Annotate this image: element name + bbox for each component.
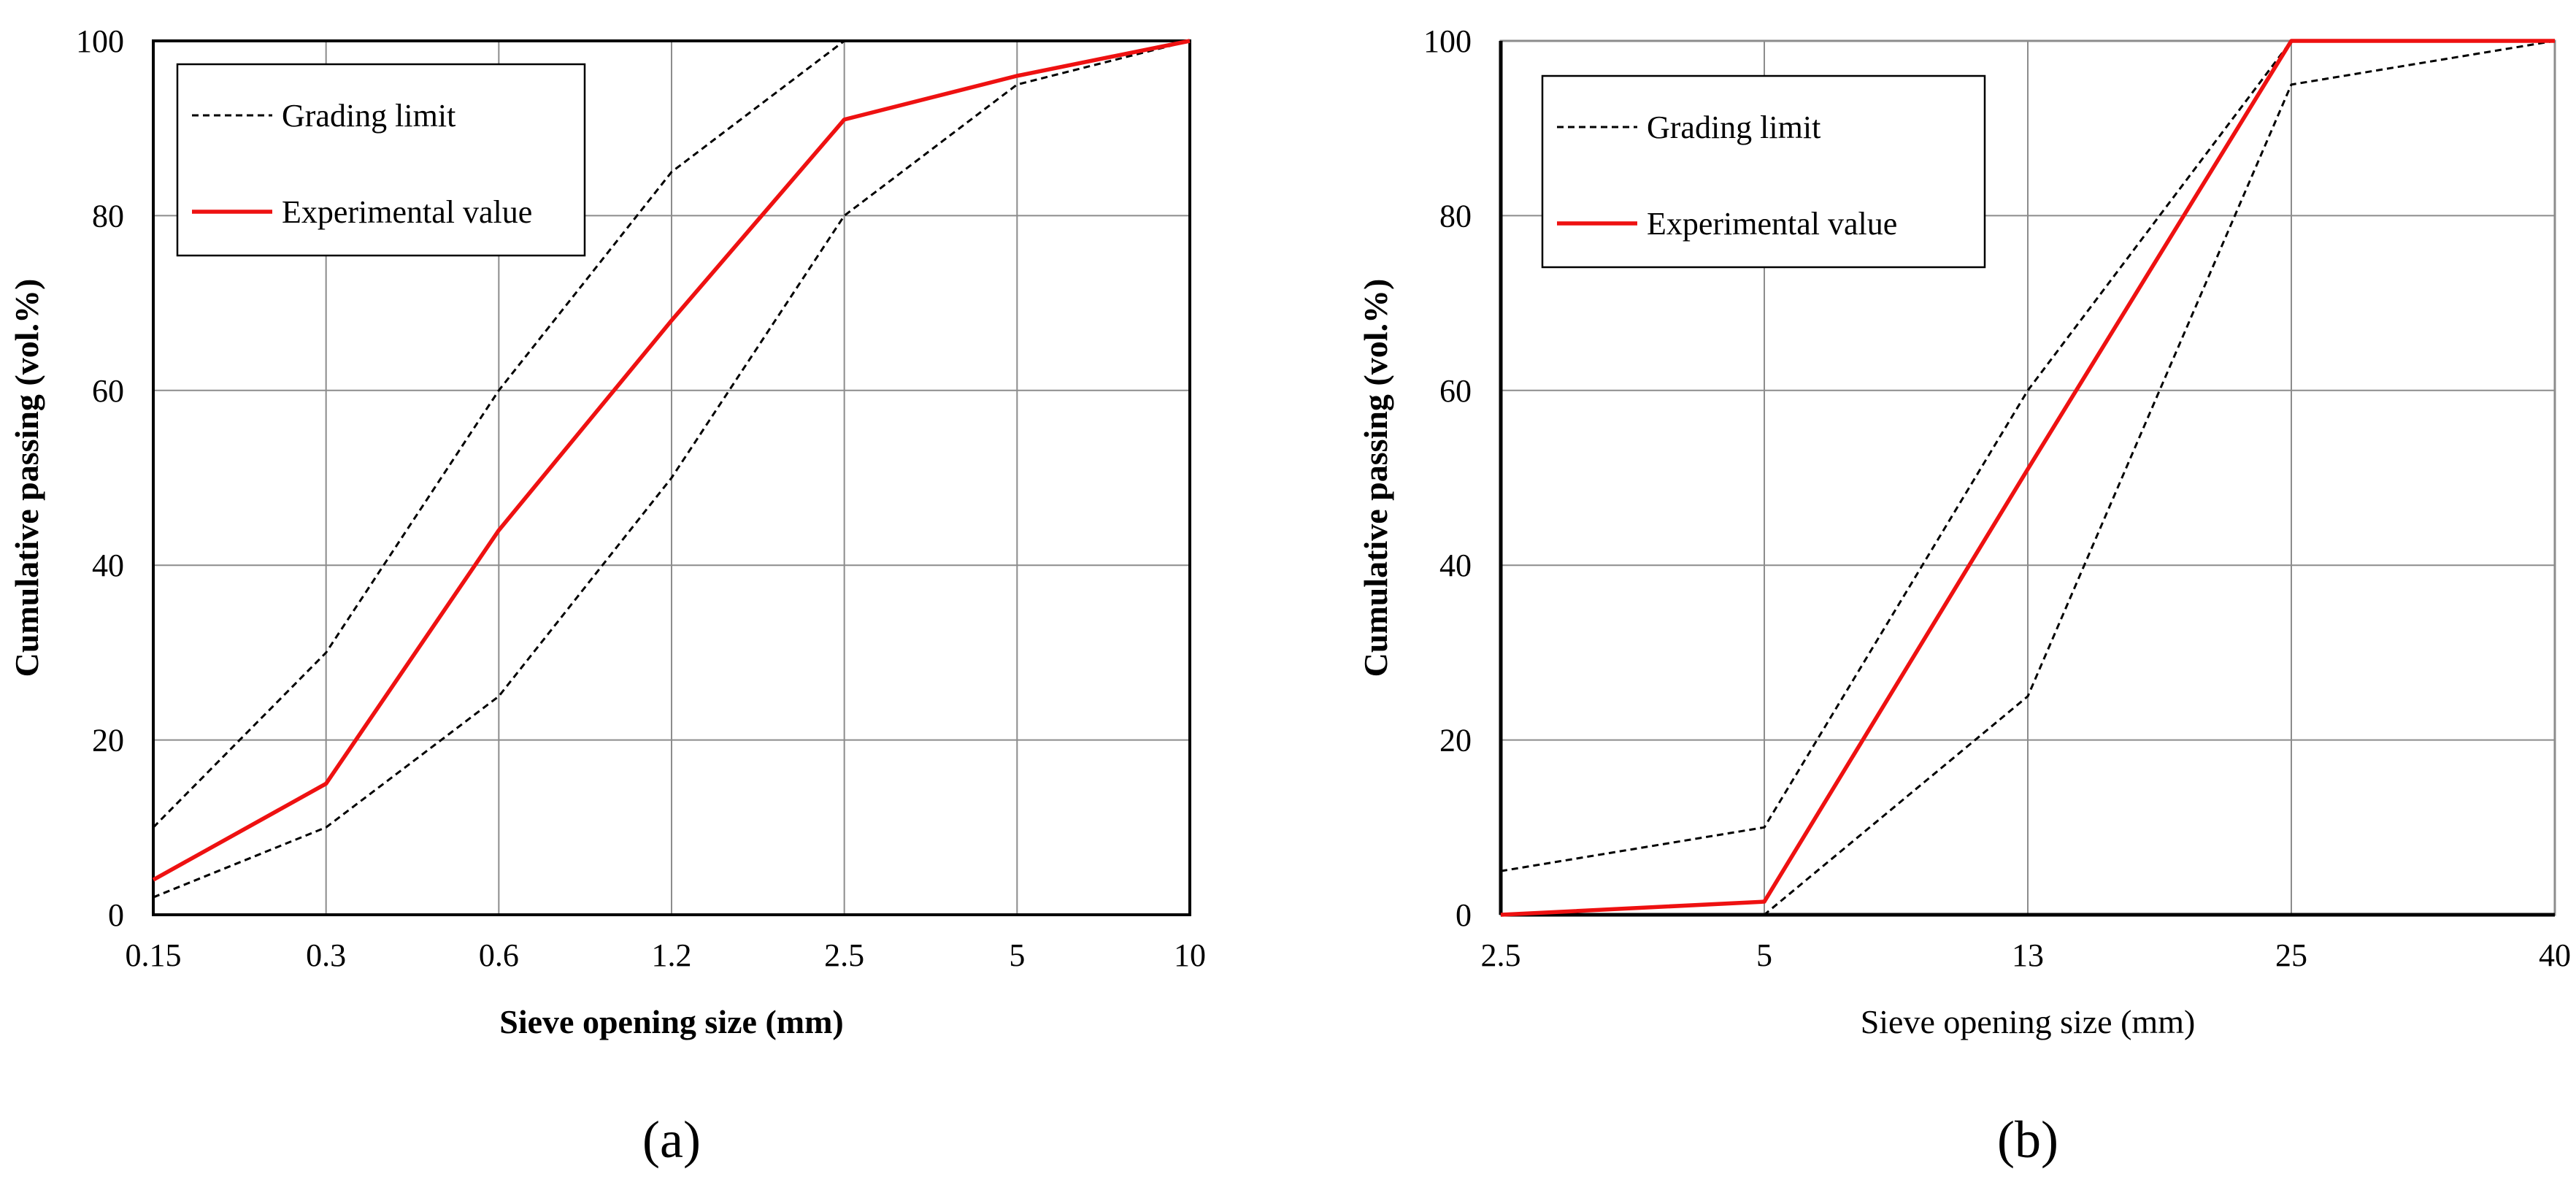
legend-label-1: Experimental value	[1647, 206, 1897, 242]
x-tick-label-2: 13	[2012, 937, 2044, 973]
legend-label-0: Grading limit	[282, 98, 455, 134]
x-tick-label-4: 40	[2539, 937, 2571, 973]
legend: Grading limit Experimental value	[176, 63, 586, 257]
y-axis-title: Cumulative passing (vol.%)	[1357, 279, 1394, 677]
y-tick-label-0: 0	[108, 897, 124, 933]
series-line-limit-upper	[1500, 39, 2555, 872]
y-axis-title: Cumulative passing (vol.%)	[8, 279, 45, 677]
y-tick-label-20: 20	[1439, 723, 1472, 759]
x-tick-label-0: 0.15	[126, 937, 182, 973]
chart-panel-a: 0 20 40 60 80 100 0.15 0.3 0.6 1.2 2.5 5 10 Sieve ope…	[8, 23, 1206, 1169]
x-tick-label-1: 5	[1756, 937, 1772, 973]
legend-box	[1541, 74, 1986, 269]
chart-panel-b: 0 20 40 60 80 100 2.5 5 13 25 40 Sieve opening size…	[1357, 23, 2571, 1169]
x-tick-label-0: 2.5	[1481, 937, 1521, 973]
series-line-experimental	[152, 39, 1191, 882]
legend-label-1: Experimental value	[282, 194, 532, 230]
x-tick-labels: 0.15 0.3 0.6 1.2 2.5 5 10	[126, 937, 1207, 973]
x-tick-label-6: 10	[1174, 937, 1206, 973]
x-tick-label-4: 2.5	[824, 937, 864, 973]
y-tick-label-80: 80	[1439, 198, 1472, 234]
y-tick-label-100: 100	[76, 23, 124, 59]
x-axis-title: Sieve opening size (mm)	[499, 1003, 843, 1040]
plot-area-frame	[152, 39, 1191, 916]
x-tick-labels: 2.5 5 13 25 40	[1481, 937, 2572, 973]
y-tick-label-40: 40	[92, 548, 124, 583]
legend: Grading limit Experimental value	[1541, 74, 1986, 269]
x-tick-label-2: 0.6	[479, 937, 519, 973]
legend-box	[176, 63, 586, 257]
y-tick-label-80: 80	[92, 198, 124, 234]
y-tick-label-60: 60	[92, 373, 124, 409]
series-line-limit-lower	[1501, 39, 2556, 916]
x-tick-label-1: 0.3	[306, 937, 346, 973]
x-tick-label-3: 1.2	[652, 937, 692, 973]
y-tick-label-0: 0	[1456, 897, 1472, 933]
y-tick-label-60: 60	[1439, 373, 1472, 409]
y-tick-labels: 0 20 40 60 80 100	[76, 23, 124, 933]
x-axis-title: Sieve opening size (mm)	[1861, 1003, 2196, 1040]
y-tick-label-40: 40	[1439, 548, 1472, 583]
y-tick-label-20: 20	[92, 723, 124, 759]
series-line-limit-upper	[152, 39, 1190, 829]
legend-label-0: Grading limit	[1647, 110, 1820, 145]
x-tick-label-3: 25	[2275, 937, 2307, 973]
panel-label: (b)	[1997, 1110, 2058, 1169]
x-tick-label-5: 5	[1009, 937, 1025, 973]
series-line-experimental	[1500, 39, 2555, 917]
y-tick-label-100: 100	[1423, 23, 1472, 59]
y-tick-labels: 0 20 40 60 80 100	[1423, 23, 1472, 933]
series-line-limit-lower	[153, 39, 1191, 899]
panel-label: (a)	[642, 1110, 701, 1169]
